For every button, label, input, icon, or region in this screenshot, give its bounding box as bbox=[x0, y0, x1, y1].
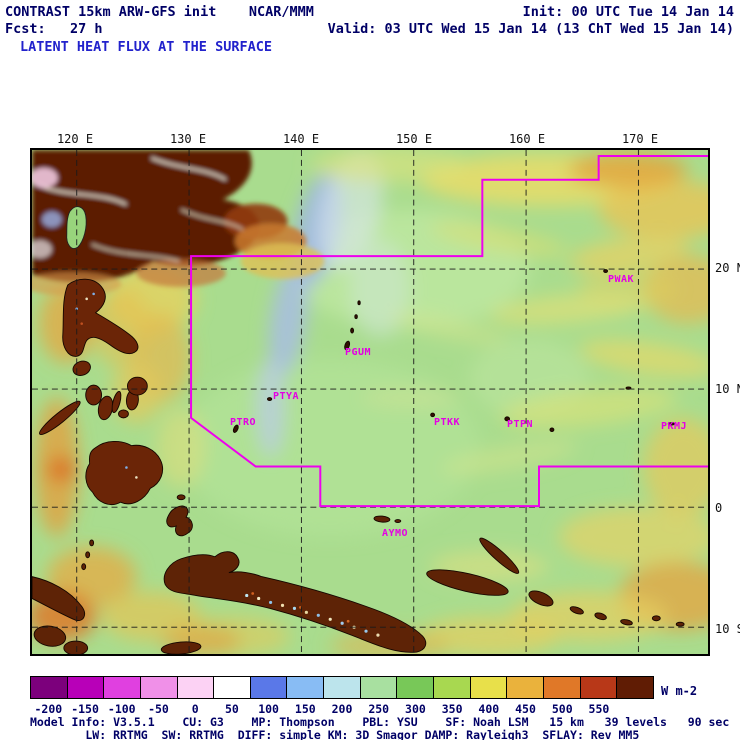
colorbar-cell bbox=[542, 677, 580, 698]
colorbar-tick-label: 50 bbox=[224, 702, 239, 716]
colorbar-cell bbox=[176, 677, 214, 698]
model-title: CONTRAST 15km ARW-GFS init NCAR/MMM bbox=[5, 4, 314, 20]
terrain-speckles bbox=[75, 292, 380, 637]
lon-label-130e: 130 E bbox=[169, 132, 207, 146]
colorbar-tick-label: 150 bbox=[294, 702, 316, 716]
colorbar-cell bbox=[396, 677, 434, 698]
lat-label-10n: 10 N bbox=[715, 382, 740, 396]
colorbar-cell bbox=[616, 677, 653, 698]
lon-label-170e: 170 E bbox=[621, 132, 659, 146]
colorbar-unit: W m-2 bbox=[661, 684, 698, 698]
colorbar-tick-label: -50 bbox=[148, 702, 169, 716]
domain-boundary bbox=[190, 154, 708, 508]
lat-label-0: 0 bbox=[715, 501, 723, 515]
lon-label-160e: 160 E bbox=[508, 132, 546, 146]
header-row-2: Fcst: 27 h Valid: 03 UTC Wed 15 Jan 14 (… bbox=[5, 21, 734, 37]
lat-label-20n: 20 N bbox=[715, 261, 740, 275]
colorbar-tick-label: 300 bbox=[405, 702, 426, 716]
colorbar-tick-label: 250 bbox=[368, 702, 390, 716]
colorbar-cell bbox=[249, 677, 287, 698]
model-info-line-1: Model Info: V3.5.1 CU: G3 MP: Thompson P… bbox=[30, 715, 730, 729]
header-row-1: CONTRAST 15km ARW-GFS init NCAR/MMM Init… bbox=[5, 4, 734, 20]
colorbar-cell bbox=[103, 677, 140, 698]
forecast-hour: Fcst: 27 h bbox=[5, 21, 103, 37]
colorbar-cell bbox=[579, 677, 617, 698]
colorbar-cell bbox=[359, 677, 397, 698]
colorbar-tick-label: 550 bbox=[588, 702, 610, 716]
colorbar-tick-label: -150 bbox=[71, 702, 99, 716]
colorbar bbox=[30, 676, 654, 699]
colorbar-tick-label: 100 bbox=[258, 702, 279, 716]
lon-label-120e: 120 E bbox=[56, 132, 94, 146]
colorbar-tick-label: -200 bbox=[34, 702, 63, 716]
lat-label-10s: 10 S bbox=[715, 622, 740, 636]
colorbar-cell bbox=[66, 677, 104, 698]
colorbar-tick-label: 200 bbox=[331, 702, 353, 716]
model-info-line-2: LW: RRTMG SW: RRTMG DIFF: simple KM: 3D … bbox=[30, 728, 640, 740]
colorbar-cell bbox=[286, 677, 324, 698]
lon-label-150e: 150 E bbox=[395, 132, 433, 146]
colorbar-cell bbox=[213, 677, 250, 698]
colorbar-tick-label: 400 bbox=[478, 702, 500, 716]
colorbar-cell bbox=[323, 677, 360, 698]
colorbar-tick-label: 500 bbox=[551, 702, 573, 716]
colorbar-cell bbox=[433, 677, 470, 698]
flux-field-map bbox=[32, 150, 708, 654]
colorbar-cell bbox=[469, 677, 507, 698]
colorbar-tick-label: -100 bbox=[107, 702, 136, 716]
map-frame: PWAK PGUM PTYA PTRO PTKK PTPN PKMJ AYMO bbox=[30, 148, 710, 656]
init-time: Init: 00 UTC Tue 14 Jan 14 bbox=[522, 4, 734, 20]
grid-lines bbox=[32, 150, 708, 654]
valid-time: Valid: 03 UTC Wed 15 Jan 14 (13 ChT Wed … bbox=[327, 21, 734, 37]
colorbar-tick-label: 450 bbox=[515, 702, 536, 716]
lon-label-140e: 140 E bbox=[282, 132, 320, 146]
colorbar-tick-label: 0 bbox=[191, 702, 199, 716]
colorbar-tick-label: 350 bbox=[441, 702, 463, 716]
colorbar-cell bbox=[31, 677, 67, 698]
field-title: LATENT HEAT FLUX AT THE SURFACE bbox=[20, 39, 272, 55]
colorbar-cell bbox=[139, 677, 177, 698]
colorbar-cell bbox=[506, 677, 543, 698]
northwest-high-flux-region bbox=[32, 150, 325, 296]
